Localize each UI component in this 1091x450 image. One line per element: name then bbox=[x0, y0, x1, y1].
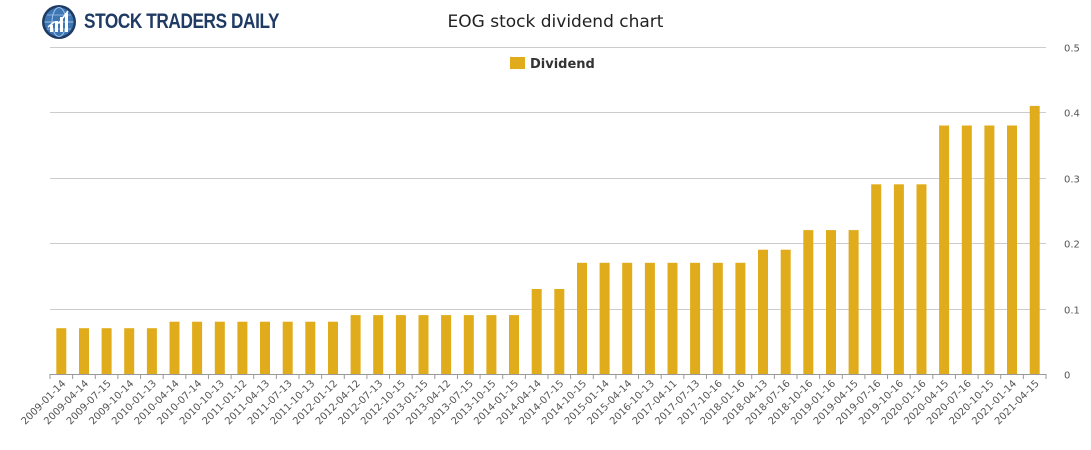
bar[interactable] bbox=[328, 321, 338, 374]
bar[interactable] bbox=[146, 328, 157, 374]
bar[interactable] bbox=[237, 321, 248, 374]
bar[interactable] bbox=[826, 230, 836, 374]
bar[interactable] bbox=[214, 321, 225, 374]
y-tick-label: 0 bbox=[1064, 371, 1070, 382]
legend-swatch bbox=[510, 57, 525, 69]
bar[interactable] bbox=[916, 184, 927, 374]
bar[interactable] bbox=[599, 262, 610, 374]
bar[interactable] bbox=[124, 328, 135, 374]
bar[interactable] bbox=[260, 321, 270, 374]
legend-label: Dividend bbox=[530, 57, 595, 72]
bar[interactable] bbox=[893, 184, 904, 374]
y-tick-label: 0.3 bbox=[1064, 175, 1080, 186]
bar[interactable] bbox=[758, 249, 768, 374]
bar[interactable] bbox=[667, 262, 678, 374]
bar[interactable] bbox=[622, 262, 633, 374]
bar[interactable] bbox=[101, 328, 112, 374]
bar[interactable] bbox=[961, 125, 972, 375]
bar[interactable] bbox=[577, 262, 587, 374]
bar[interactable] bbox=[169, 321, 180, 374]
bar[interactable] bbox=[690, 262, 701, 374]
bar[interactable] bbox=[644, 262, 655, 374]
bar[interactable] bbox=[373, 315, 384, 374]
y-axis-tick-labels: 0 0.1 0.2 0.3 0.4 0.5 bbox=[1064, 44, 1080, 382]
bar[interactable] bbox=[486, 315, 497, 374]
bar[interactable] bbox=[305, 321, 316, 374]
bar[interactable] bbox=[79, 328, 89, 374]
x-axis bbox=[49, 374, 1047, 379]
bar[interactable] bbox=[1029, 105, 1040, 375]
bar[interactable] bbox=[735, 262, 746, 374]
x-axis-tick-labels: 2009-01-142009-04-142009-07-152009-10-14… bbox=[20, 378, 1042, 427]
bar[interactable] bbox=[350, 315, 361, 374]
bar[interactable] bbox=[418, 315, 429, 374]
bar[interactable] bbox=[984, 125, 995, 375]
bar[interactable] bbox=[871, 184, 882, 374]
y-tick-label: 0.2 bbox=[1064, 240, 1080, 251]
bar[interactable] bbox=[56, 328, 67, 374]
bar[interactable] bbox=[712, 262, 723, 374]
chart-title: EOG stock dividend chart bbox=[447, 12, 664, 32]
y-tick-label: 0.5 bbox=[1064, 44, 1080, 55]
y-tick-label: 0.1 bbox=[1064, 306, 1080, 317]
y-tick-label: 0.4 bbox=[1064, 109, 1080, 120]
bar[interactable] bbox=[192, 321, 203, 374]
legend: Dividend bbox=[510, 57, 595, 72]
bar[interactable] bbox=[939, 125, 950, 375]
bar[interactable] bbox=[509, 315, 519, 374]
bar-series-dividend bbox=[56, 105, 1040, 375]
bar[interactable] bbox=[803, 230, 814, 374]
bar[interactable] bbox=[848, 230, 859, 374]
grid-lines bbox=[50, 47, 1046, 310]
globe-chart-icon bbox=[42, 5, 76, 39]
bar[interactable] bbox=[531, 289, 542, 374]
bar[interactable] bbox=[1007, 125, 1017, 375]
brand-logo[interactable]: STOCK TRADERS DAILY bbox=[40, 2, 322, 42]
bar[interactable] bbox=[395, 315, 406, 374]
bar[interactable] bbox=[441, 315, 452, 374]
bar[interactable] bbox=[463, 315, 474, 374]
bar[interactable] bbox=[554, 289, 565, 374]
bar[interactable] bbox=[780, 249, 791, 374]
brand-name: STOCK TRADERS DAILY bbox=[84, 10, 280, 33]
bar[interactable] bbox=[282, 321, 293, 374]
